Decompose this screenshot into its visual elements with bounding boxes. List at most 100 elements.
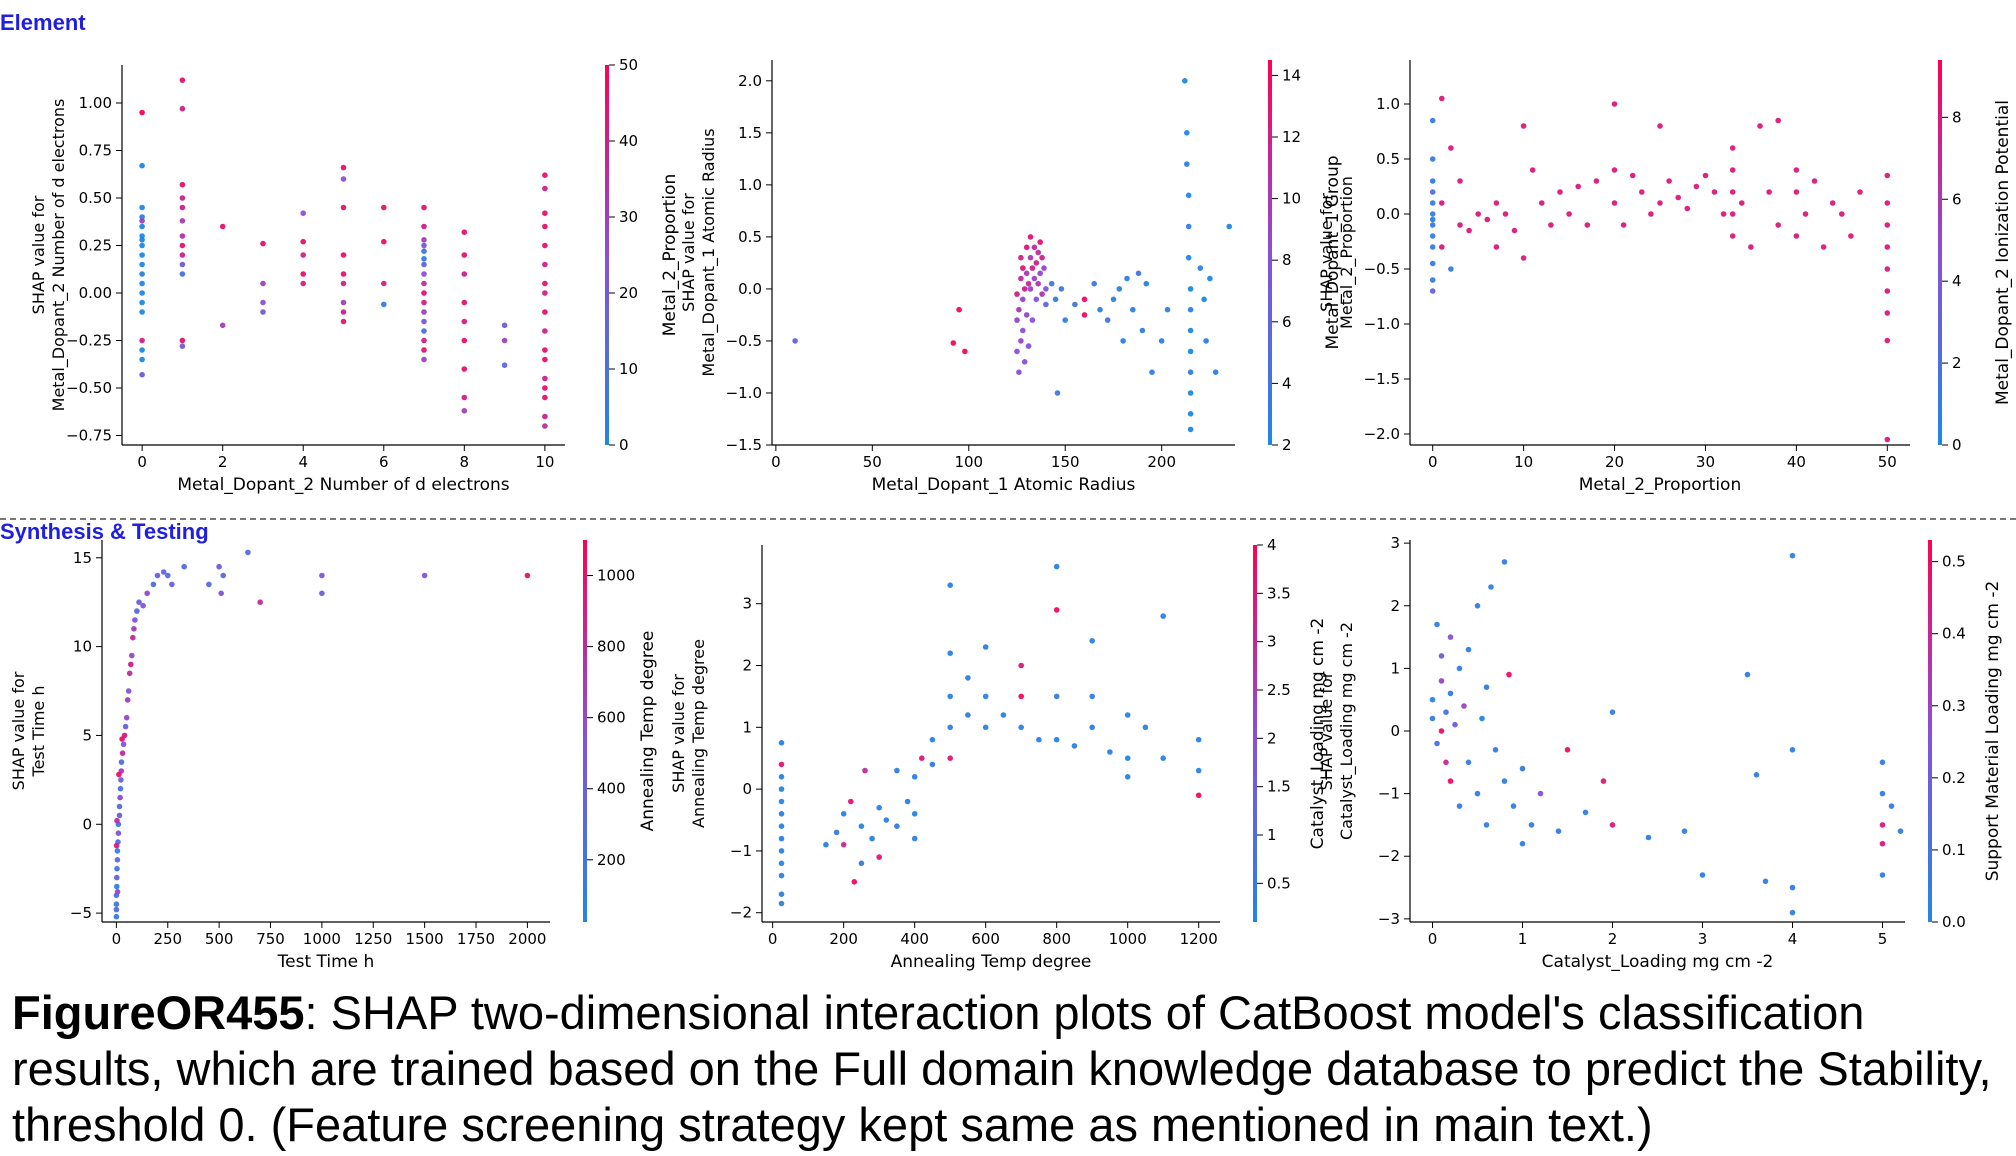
data-point [122,723,129,730]
data-point [1104,317,1111,323]
data-point [1429,200,1436,206]
data-point [134,608,140,614]
scatter-plot-6: 0 1 2 3 4 5 −3 −2 −1 0 1 2 3 Catalyst_Loading mg cm -… [1317,534,2003,972]
data-point [542,375,548,382]
data-point [1789,909,1796,916]
data-point [1789,884,1796,891]
data-point [114,857,121,863]
colorbar-tick-label: 30 [619,208,638,226]
data-point [1429,696,1436,703]
data-point [139,261,145,268]
data-point [1187,369,1194,376]
y-tick-label: −1.5 [726,436,762,454]
data-point [1185,223,1192,230]
data-point [1053,563,1060,570]
data-point [1195,792,1202,799]
data-point [1187,286,1194,292]
data-point [421,328,427,334]
data-point [1438,728,1445,734]
y-tick-label: 0 [1390,722,1400,740]
y-tick-label: −0.5 [1364,260,1400,278]
data-point [1041,265,1047,271]
data-point [1584,222,1591,228]
data-point [179,271,186,277]
data-point [1566,211,1572,217]
data-point [1438,653,1445,659]
data-point [1793,189,1800,195]
data-point [300,280,307,287]
scatter-plot-1: 0 2 4 6 8 10 −0.75 −0.50 −0.25 0.00 0.25 0.50 0.75 1.… [29,56,680,495]
data-point [1820,244,1827,250]
data-point [1879,872,1886,878]
colorbar-tick-label: 4 [1952,272,1962,290]
x-tick-label: 1250 [354,930,392,948]
data-point [1187,411,1194,417]
colorbar-tick-label: 14 [1282,66,1301,84]
data-point [1037,239,1043,245]
data-point [118,777,124,783]
data-point [1025,280,1032,287]
data-point [1160,755,1166,761]
colorbar-tick-label: 0.2 [1942,769,1966,787]
data-point [1447,634,1454,640]
y-tick-label: 1.0 [738,176,762,194]
x-tick-label: 200 [1147,453,1176,471]
data-point [1439,244,1445,250]
data-point [1456,803,1463,809]
y-tick-label: 0 [82,815,92,833]
figure-caption: FigureOR455: SHAP two-dimensional intera… [12,985,2007,1153]
data-point [542,280,548,287]
data-point [1475,211,1481,217]
data-point [1110,296,1117,303]
data-point [1693,183,1700,190]
colorbar-tick-label: 0.1 [1942,841,1966,859]
data-point [144,590,150,597]
data-point [319,572,325,579]
data-point [1000,712,1007,718]
data-point [1429,117,1436,124]
data-point [115,830,122,836]
data-point [1018,338,1024,344]
data-point [421,237,427,243]
data-point [1465,759,1472,766]
data-point [319,590,325,597]
data-point [1429,216,1436,223]
data-point [1447,778,1454,784]
shap-interaction-plots: 0 2 4 6 8 10−0.75−0.50−0.250.000.250.500.751.… [9,56,2013,972]
data-point [1184,161,1190,167]
data-point [1593,178,1600,184]
data-point [179,343,186,350]
data-point [1143,280,1150,287]
data-point [1897,828,1904,834]
data-point [130,634,136,641]
data-point [220,572,226,579]
data-point [1429,244,1436,250]
y-tick-label: 0.5 [1376,150,1400,168]
data-point [421,261,427,268]
data-point [179,337,186,344]
y-tick-label: −0.50 [66,379,112,397]
data-point [1124,774,1131,780]
colorbar-tick-label: 0.5 [1942,553,1966,571]
y-tick-label: 0.00 [79,284,112,302]
data-point [542,223,548,230]
data-point [381,204,387,211]
data-point [218,590,224,597]
data-point [1884,200,1891,206]
data-point [165,572,171,579]
data-point [1493,244,1500,250]
data-point [1043,301,1049,308]
data-point [1029,317,1036,323]
data-point [114,865,120,872]
data-point [340,299,347,306]
data-point [1031,244,1038,251]
data-point [1195,736,1202,743]
x-tick-label: 0 [771,453,781,471]
data-point [1021,286,1028,292]
data-point [117,794,123,801]
data-point [139,271,145,277]
data-point [1081,296,1088,303]
data-point [1474,790,1481,797]
data-point [778,823,785,829]
data-point [139,252,145,258]
